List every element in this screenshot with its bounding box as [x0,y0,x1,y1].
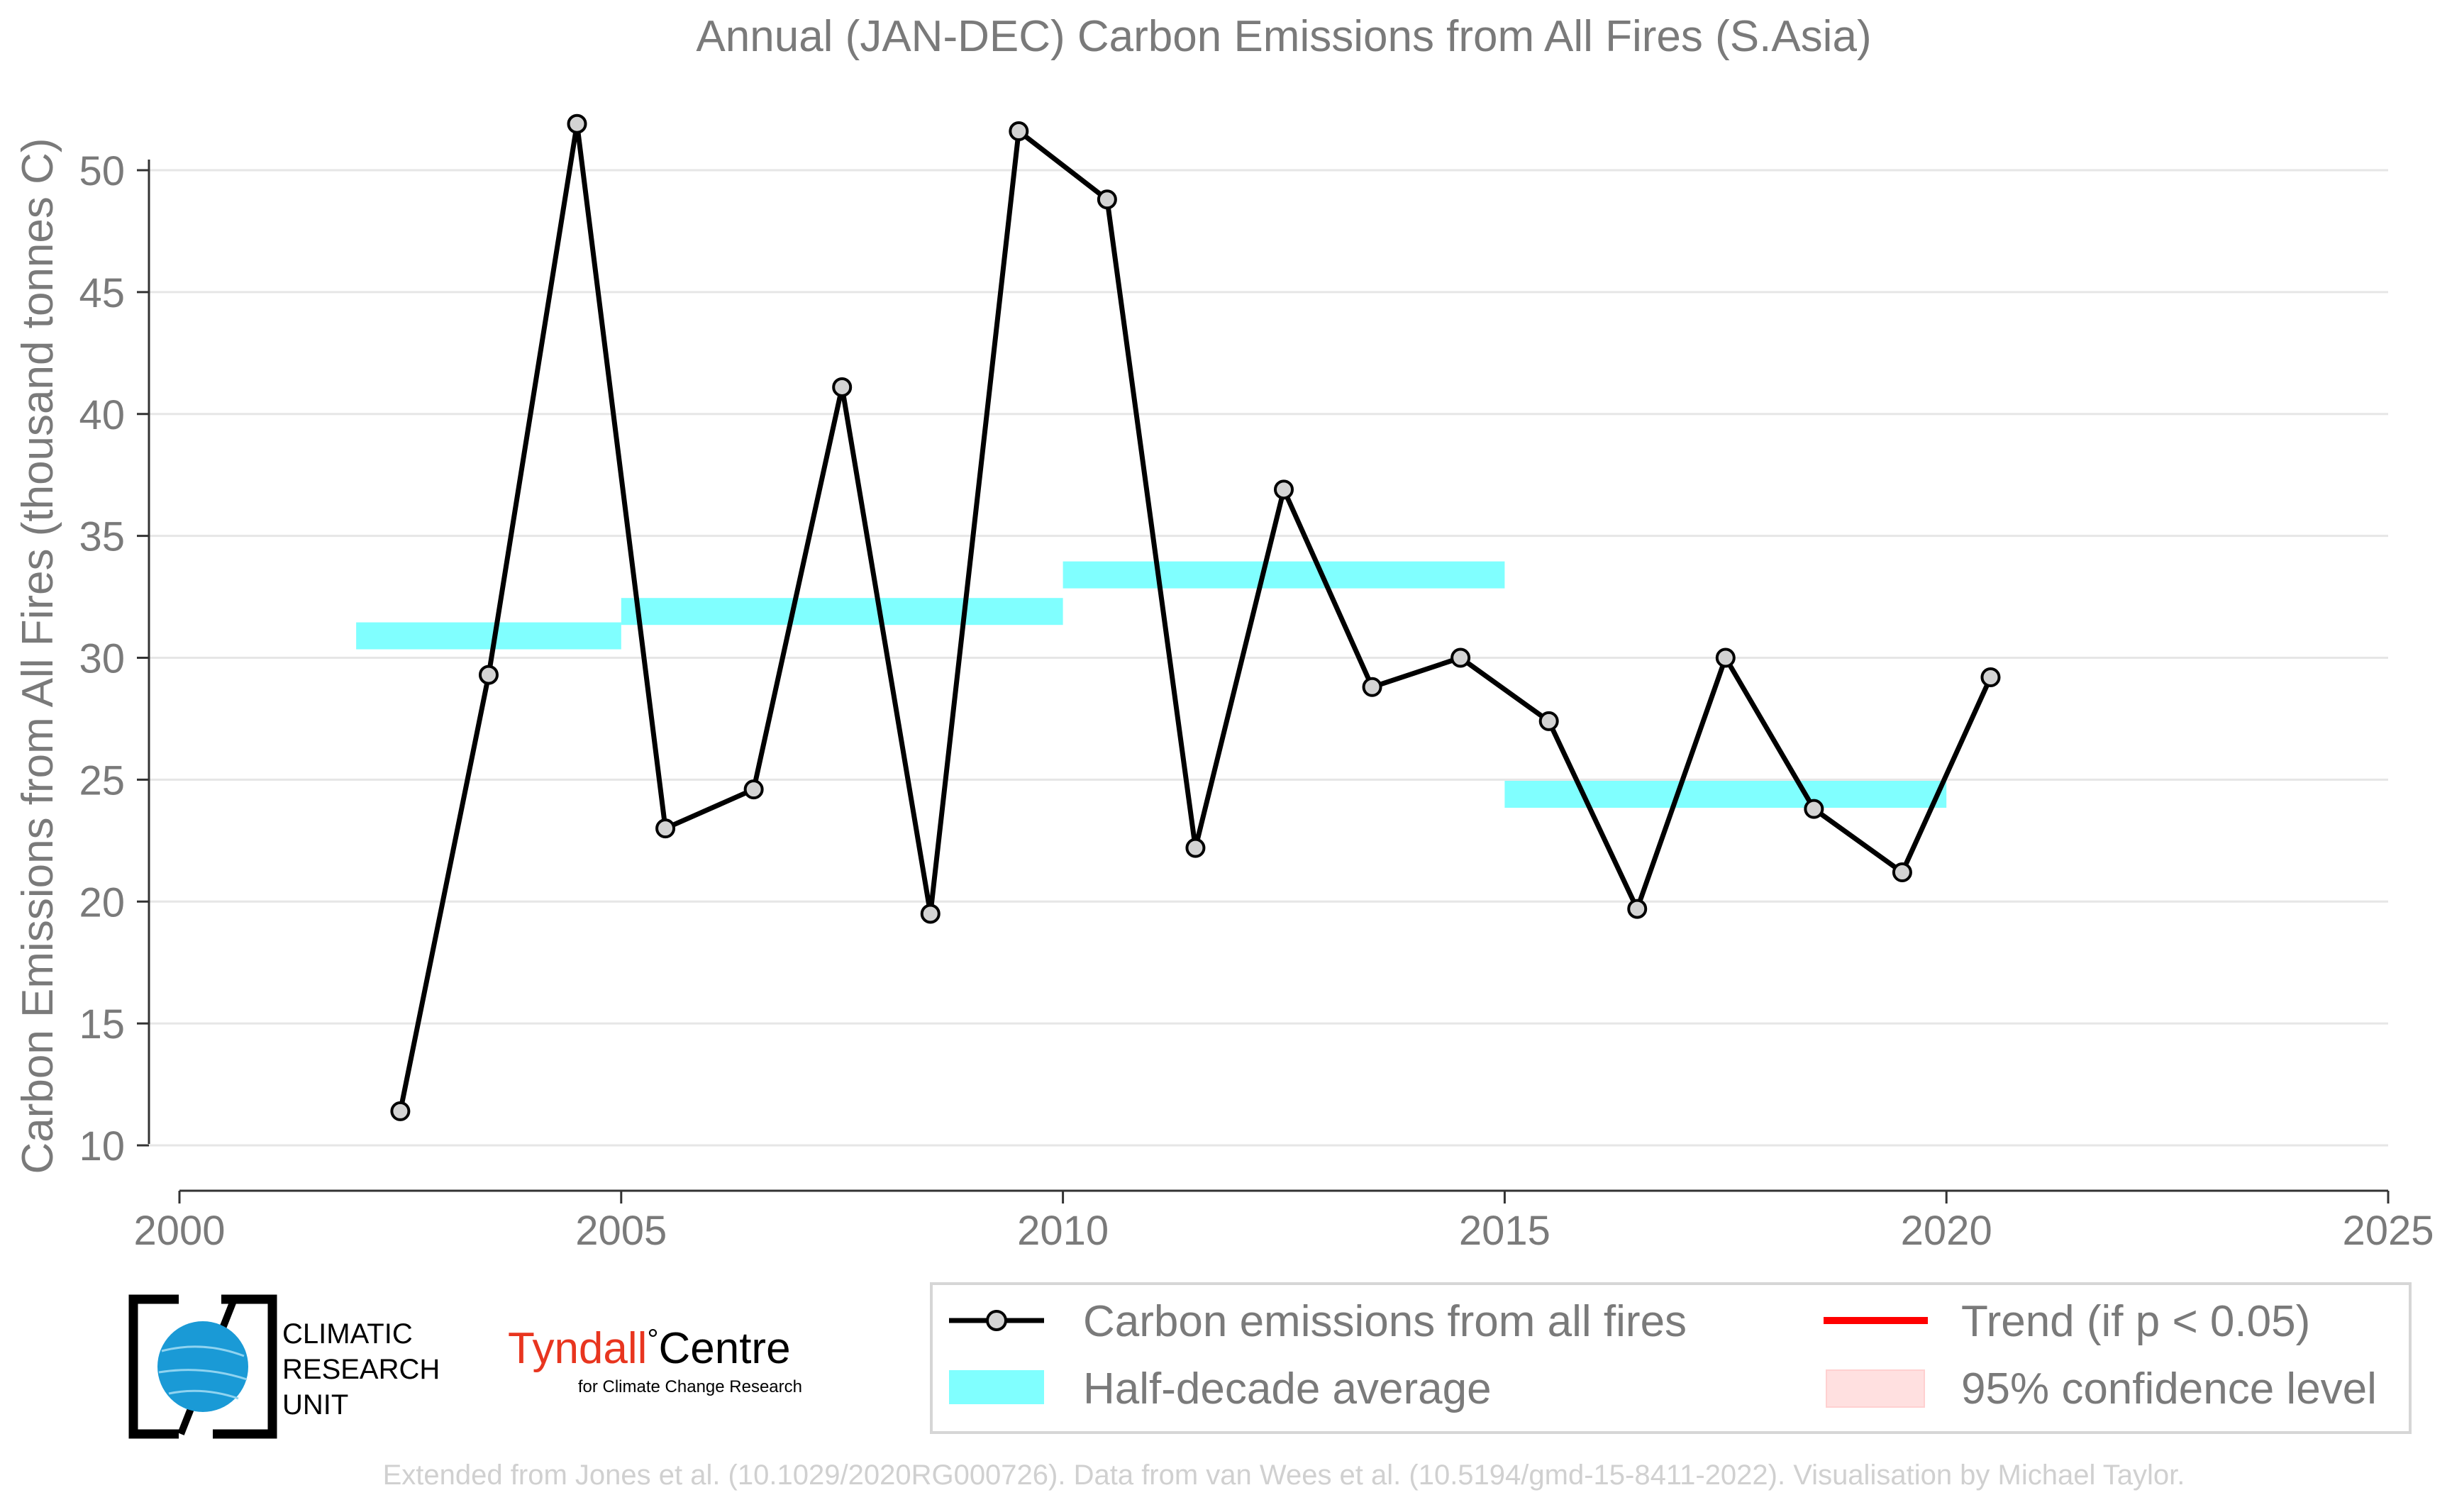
x-tick-label: 2025 [2342,1208,2434,1254]
emissions-point [567,113,587,134]
globe-icon [157,1321,248,1412]
emissions-point [1450,647,1471,668]
tyndall-logo-degree: ° [647,1324,658,1355]
emissions-point [390,1101,411,1121]
cru-logo-line2: RESEARCH [282,1354,440,1385]
y-tick-label: 35 [79,514,125,560]
emissions-point [1715,647,1736,668]
half-decade-band [621,598,1063,626]
emissions-point [743,779,764,800]
legend-series-marker [986,1310,1007,1331]
emissions-point [920,904,941,924]
tyndall-logo-subtitle: for Climate Change Research [578,1377,802,1396]
half-decade-bands [356,561,1947,808]
legend-frame [930,1282,2412,1434]
half-decade-band [356,622,621,650]
axes [148,160,2388,1192]
y-tick-label: 30 [79,636,125,682]
emissions-point [1009,121,1029,141]
legend: Carbon emissions from all fires Half-dec… [930,1282,2412,1434]
emissions-point [1627,899,1648,919]
legend-confidence-swatch [1826,1369,1925,1408]
tyndall-logo-name-black: Centre [658,1324,790,1373]
emissions-line [397,121,1993,1112]
emissions-point [478,665,499,685]
emissions-point [1274,479,1294,500]
cru-logo-line3: UNIT [282,1389,348,1421]
x-tick-label: 2010 [1017,1208,1109,1254]
y-tick-label: 50 [79,148,125,194]
x-tick-label: 2020 [1901,1208,1992,1254]
legend-series-label: Carbon emissions from all fires [1083,1297,1687,1346]
cru-logo: CLIMATIC RESEARCH UNIT [128,1294,440,1439]
grid-lines [149,169,2388,1147]
cru-logo-line1: CLIMATIC [282,1318,413,1350]
half-decade-band [1063,561,1505,589]
emissions-point [832,377,853,397]
credit-line: Extended from Jones et al. (10.1029/2020… [383,1460,2185,1491]
emissions-point [655,818,676,839]
cru-logo-bracket-left [128,1294,179,1439]
tyndall-logo-name: Tyndall°Centre [508,1324,791,1373]
y-tick-label: 20 [79,879,125,925]
x-tick-label: 2015 [1459,1208,1550,1254]
y-axis-label: Carbon Emissions from All Fires (thousan… [13,138,62,1174]
emissions-series [390,113,2001,1121]
chart-title: Annual (JAN-DEC) Carbon Emissions from A… [696,12,1871,61]
emissions-point [1980,667,2001,687]
legend-trend-label: Trend (if p < 0.05) [1961,1297,2310,1346]
emissions-point [1362,677,1382,697]
emissions-point [1185,838,1206,858]
emissions-point [1538,711,1559,731]
tyndall-logo: Tyndall°Centre for Climate Change Resear… [508,1324,802,1396]
emissions-point [1804,799,1824,819]
y-tick-label: 25 [79,757,125,804]
y-tick-label: 10 [79,1123,125,1169]
x-tick-label: 2000 [133,1208,225,1254]
y-tick-label: 45 [79,270,125,316]
emissions-point [1097,189,1117,210]
legend-band-swatch [949,1370,1044,1404]
tyndall-logo-name-red: Tyndall [508,1324,647,1373]
globe-icon-lines [158,1345,248,1400]
half-decade-band [1504,781,1947,808]
cru-logo-bracket-right [213,1294,277,1439]
x-tick-label: 2005 [575,1208,667,1254]
y-tick-label: 40 [79,392,125,438]
emissions-point [1892,862,1912,882]
legend-confidence-label: 95% confidence level [1961,1364,2377,1413]
y-tick-label: 15 [79,1001,125,1047]
legend-band-label: Half-decade average [1083,1364,1492,1413]
